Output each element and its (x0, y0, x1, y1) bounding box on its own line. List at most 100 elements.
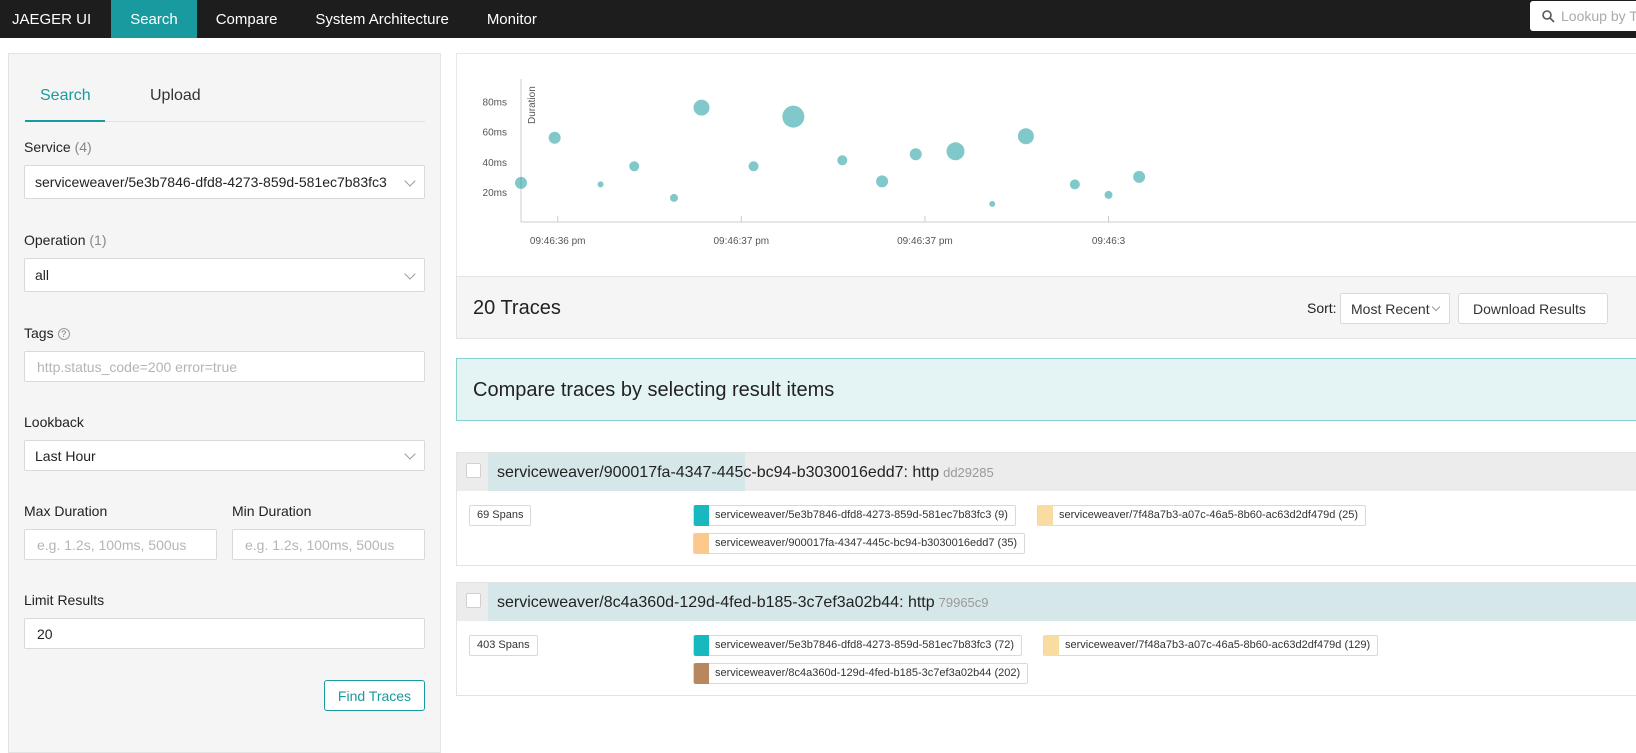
nav-compare[interactable]: Compare (215, 10, 278, 28)
trace-point[interactable] (837, 155, 848, 166)
limit-input[interactable] (35, 624, 424, 643)
sort-label: Sort: (1307, 300, 1337, 316)
trace-name[interactable]: serviceweaver/8c4a360d-129d-4fed-b185-3c… (497, 594, 989, 611)
operation-value: all (35, 267, 50, 283)
x-tick-label: 09:46:3 (1092, 236, 1126, 247)
compare-hint-banner: Compare traces by selecting result items (456, 358, 1636, 421)
trace-point[interactable] (515, 176, 527, 189)
lookback-label: Lookback (24, 414, 84, 430)
operation-label: Operation (1) (24, 232, 107, 248)
tab-upload[interactable]: Upload (150, 87, 201, 104)
trace-point[interactable] (876, 175, 889, 188)
trace-point[interactable] (946, 142, 965, 161)
trace-point[interactable] (693, 99, 710, 116)
service-select[interactable]: serviceweaver/5e3b7846-dfd8-4273-859d-58… (24, 165, 425, 199)
y-tick-label: 60ms (483, 128, 507, 139)
trace-point[interactable] (597, 181, 604, 188)
min-duration-label: Min Duration (232, 503, 312, 519)
trace-point[interactable] (629, 161, 640, 172)
y-tick-label: 20ms (483, 188, 507, 199)
trace-point[interactable] (1104, 190, 1113, 199)
service-color-swatch (694, 533, 709, 554)
nav-search[interactable]: Search (111, 0, 197, 38)
trace-point[interactable] (1017, 128, 1034, 145)
tab-search[interactable]: Search (40, 87, 91, 104)
y-tick-label: 40ms (483, 158, 507, 169)
top-nav: JAEGER UI Search Compare System Architec… (0, 0, 1636, 38)
trace-id: dd29285 (943, 465, 994, 480)
nav-system-architecture[interactable]: System Architecture (315, 10, 449, 28)
trace-item[interactable]: serviceweaver/900017fa-4347-445c-bc94-b3… (456, 452, 1636, 566)
lookback-value: Last Hour (35, 447, 96, 464)
lookup-box[interactable] (1530, 1, 1636, 31)
service-color-swatch (1044, 635, 1059, 656)
operation-select[interactable]: all (24, 258, 425, 292)
trace-point[interactable] (989, 200, 996, 207)
trace-scatter-chart: Duration 20ms 40ms 60ms 80ms 09:46:36 pm 09:… (456, 53, 1636, 277)
chevron-down-icon (404, 268, 416, 280)
results-header: 20 Traces Sort: Most Recent Download Res… (456, 276, 1636, 339)
service-tag: serviceweaver/7f48a7b3-a07c-46a5-8b60-ac… (1043, 635, 1379, 656)
trace-point[interactable] (1069, 179, 1080, 190)
service-count: (4) (74, 139, 92, 155)
max-duration-label: Max Duration (24, 503, 108, 519)
scatter-plot: Duration 20ms 40ms 60ms 80ms 09:46:36 pm 09:… (483, 79, 1636, 247)
trace-point[interactable] (1133, 170, 1146, 183)
find-traces-button[interactable]: Find Traces (324, 680, 425, 711)
service-tag: serviceweaver/5e3b7846-dfd8-4273-859d-58… (693, 635, 1023, 656)
y-tick-label: 80ms (483, 98, 507, 109)
min-duration-input[interactable] (243, 535, 424, 554)
nav-monitor[interactable]: Monitor (486, 10, 537, 28)
lookup-input[interactable] (1559, 7, 1636, 25)
help-icon[interactable]: ? (57, 328, 70, 340)
tags-input[interactable] (35, 357, 424, 376)
service-color-swatch (694, 505, 709, 526)
max-duration-input[interactable] (35, 535, 216, 554)
min-duration-field[interactable] (232, 529, 425, 560)
y-axis-label: Duration (527, 86, 538, 124)
trace-point[interactable] (782, 105, 805, 128)
sort-select[interactable]: Most Recent (1340, 293, 1450, 324)
lookback-select[interactable]: Last Hour (24, 440, 425, 471)
trace-point[interactable] (748, 161, 759, 172)
trace-title-row[interactable]: serviceweaver/900017fa-4347-445c-bc94-b3… (457, 453, 1636, 491)
chevron-down-icon (404, 448, 416, 460)
trace-name[interactable]: serviceweaver/900017fa-4347-445c-bc94-b3… (497, 464, 994, 481)
trace-title-row[interactable]: serviceweaver/8c4a360d-129d-4fed-b185-3c… (457, 583, 1636, 621)
active-tab-indicator (25, 120, 105, 122)
service-tag: serviceweaver/900017fa-4347-445c-bc94-b3… (693, 533, 1026, 554)
service-color-swatch (1038, 505, 1053, 526)
span-count-badge: 403 Spans (469, 635, 538, 656)
download-results-button[interactable]: Download Results (1458, 293, 1608, 324)
search-icon (1542, 9, 1555, 23)
trace-point[interactable] (548, 131, 561, 144)
trace-point[interactable] (909, 148, 922, 161)
sort-value: Most Recent (1351, 301, 1430, 317)
search-panel: Search Upload Service (4) serviceweaver/… (8, 53, 441, 753)
limit-label: Limit Results (24, 592, 105, 608)
tags-field[interactable] (24, 351, 425, 382)
x-tick-label: 09:46:37 pm (897, 236, 953, 247)
limit-field[interactable] (24, 618, 425, 649)
brand-logo[interactable]: JAEGER UI (12, 10, 92, 28)
service-value: serviceweaver/5e3b7846-dfd8-4273-859d-58… (35, 174, 387, 190)
service-tag: serviceweaver/7f48a7b3-a07c-46a5-8b60-ac… (1037, 505, 1367, 526)
service-color-swatch (694, 663, 709, 684)
x-tick-label: 09:46:36 pm (530, 236, 586, 247)
service-tag: serviceweaver/8c4a360d-129d-4fed-b185-3c… (693, 663, 1029, 684)
trace-item[interactable]: serviceweaver/8c4a360d-129d-4fed-b185-3c… (456, 582, 1636, 696)
trace-select-checkbox[interactable] (466, 463, 481, 478)
trace-point[interactable] (670, 193, 678, 202)
max-duration-field[interactable] (24, 529, 217, 560)
chevron-down-icon (404, 175, 416, 187)
compare-hint-text: Compare traces by selecting result items (473, 379, 835, 401)
trace-duration-bar (488, 583, 1636, 621)
span-count-badge: 69 Spans (469, 505, 532, 526)
x-tick-label: 09:46:37 pm (714, 236, 770, 247)
service-tag: serviceweaver/5e3b7846-dfd8-4273-859d-58… (693, 505, 1016, 526)
trace-count: 20 Traces (473, 297, 561, 319)
search-tabs: Search Upload (25, 54, 425, 122)
trace-select-checkbox[interactable] (466, 593, 481, 608)
trace-duration-bar (488, 453, 745, 491)
service-color-swatch (694, 635, 709, 656)
